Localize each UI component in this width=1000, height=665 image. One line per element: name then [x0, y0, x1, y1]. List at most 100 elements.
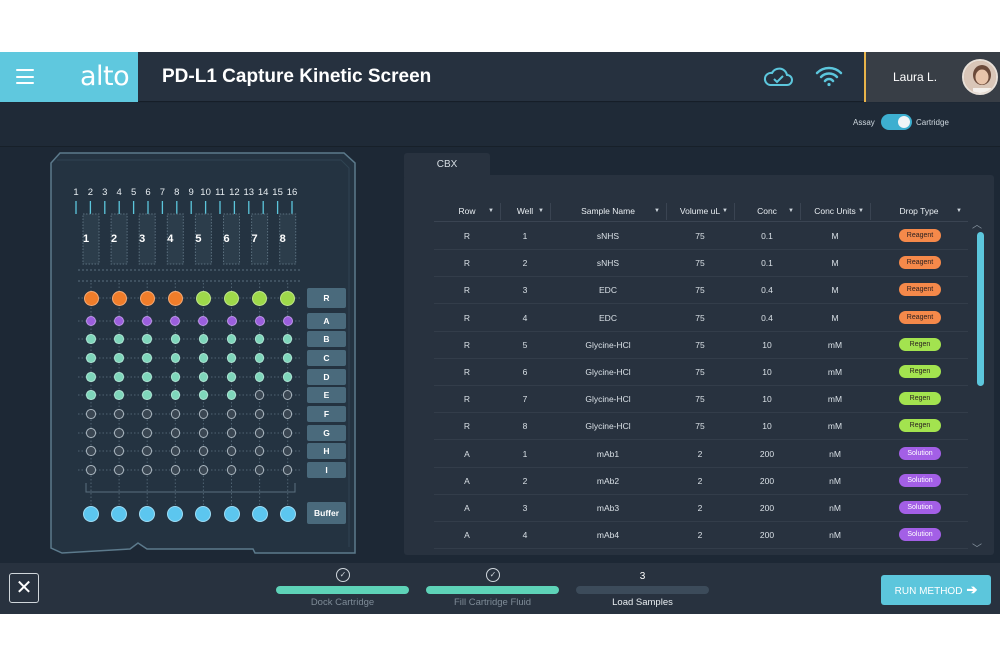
- table-cell: 2: [697, 503, 703, 513]
- drop-type-badge: Solution: [899, 528, 941, 542]
- table-cell: R: [463, 367, 471, 377]
- step-progress-bar[interactable]: [426, 586, 559, 594]
- column-header-well[interactable]: Well ▼: [500, 201, 550, 222]
- tab-cbx[interactable]: CBX: [404, 153, 490, 177]
- column-separator: [800, 203, 801, 220]
- table-cell: Glycine-HCl: [585, 394, 631, 405]
- column-header-volume-ul[interactable]: Volume uL ▼: [666, 201, 734, 222]
- column-header-label: Row: [458, 206, 476, 216]
- column-separator: [500, 203, 501, 220]
- table-cell: 2: [522, 258, 528, 269]
- cloud-sync-icon[interactable]: [762, 65, 794, 89]
- column-header-label: Conc Units: [814, 206, 856, 216]
- table-cell: 75: [695, 312, 705, 323]
- table-row[interactable]: A 3 mAb3 2 200 nM Solution: [434, 495, 968, 522]
- sort-caret-icon[interactable]: ▼: [788, 208, 794, 214]
- sort-caret-icon[interactable]: ▼: [538, 208, 544, 214]
- column-header-label: Volume uL: [679, 206, 721, 216]
- table-cell: Glycine-HCl: [585, 339, 631, 350]
- table-cell: R: [463, 312, 471, 323]
- column-header-conc-units[interactable]: Conc Units ▼: [800, 201, 870, 222]
- column-header-sample-name[interactable]: Sample Name ▼: [550, 201, 666, 222]
- table-cell: 1: [522, 231, 528, 241]
- step-progress-bar[interactable]: [576, 586, 709, 594]
- table-cell: mAb2: [596, 475, 620, 486]
- table-cell: A: [464, 503, 470, 513]
- table-cell: 75: [695, 394, 705, 405]
- table-cell: 4: [522, 312, 528, 323]
- drop-type-badge: Reagent: [899, 310, 941, 324]
- table-cell: 0.4: [761, 312, 773, 323]
- table-row[interactable]: R 8 Glycine-HCl 75 10 mM Regen: [434, 413, 968, 441]
- drop-type-badge: Regen: [899, 365, 941, 378]
- table-cell: 0.1: [761, 231, 773, 241]
- sort-caret-icon[interactable]: ▼: [722, 208, 728, 214]
- table-row[interactable]: R 1 sNHS 75 0.1 M Reagent: [434, 223, 968, 250]
- scroll-down-icon[interactable]: ﹀: [972, 544, 982, 555]
- top-bar: alto PD-L1 Capture Kinetic Screen Laura …: [0, 52, 1000, 102]
- run-method-label: RUN METHOD: [894, 586, 963, 597]
- table-cell: 7: [522, 394, 528, 405]
- sort-caret-icon[interactable]: ▼: [654, 208, 660, 214]
- table-cell: 0.1: [761, 258, 773, 269]
- drop-type-badge: Reagent: [899, 256, 941, 270]
- table-row[interactable]: A 2 mAb2 2 200 nM Solution: [434, 468, 968, 495]
- sort-caret-icon[interactable]: ▼: [858, 208, 864, 214]
- scroll-up-icon[interactable]: ︿: [972, 220, 982, 231]
- table-row[interactable]: A 1 mAb1 2 200 nM Solution: [434, 441, 968, 468]
- step-complete-check-icon: ✓: [336, 568, 350, 582]
- table-row[interactable]: R 3 EDC 75 0.4 M Reagent: [434, 277, 968, 305]
- table-cell: 75: [695, 231, 705, 241]
- table-cell: 200: [759, 530, 775, 541]
- table-cell: 75: [695, 258, 705, 269]
- table-cell: mM: [827, 339, 843, 350]
- user-menu[interactable]: Laura L.: [864, 52, 1000, 102]
- column-separator: [870, 203, 871, 220]
- run-method-button[interactable]: RUN METHOD ➔: [881, 575, 991, 605]
- column-header-row[interactable]: Row ▼: [434, 201, 500, 222]
- table-cell: R: [463, 285, 471, 296]
- table-cell: 2: [697, 530, 703, 541]
- close-button[interactable]: ✕: [9, 573, 39, 603]
- table-row[interactable]: R 5 Glycine-HCl 75 10 mM Regen: [434, 332, 968, 359]
- drop-type-badge: Solution: [899, 446, 941, 460]
- column-header-drop-type[interactable]: Drop Type ▼: [870, 201, 968, 222]
- table-cell: 10: [762, 339, 772, 350]
- sort-caret-icon[interactable]: ▼: [488, 208, 494, 214]
- table-cell: 75: [695, 285, 705, 296]
- table-row[interactable]: R 2 sNHS 75 0.1 M Reagent: [434, 250, 968, 278]
- table-cell: mM: [827, 421, 843, 432]
- step-progress-bar[interactable]: [276, 586, 409, 594]
- table-cell: 10: [762, 367, 772, 377]
- page-title: PD-L1 Capture Kinetic Screen: [162, 66, 432, 87]
- table-scrollbar[interactable]: [977, 232, 984, 386]
- drop-type-badge: Solution: [899, 473, 941, 487]
- toggle-label-cartridge: Cartridge: [916, 118, 949, 127]
- column-header-conc[interactable]: Conc ▼: [734, 201, 800, 222]
- sort-caret-icon[interactable]: ▼: [956, 208, 962, 214]
- arrow-right-icon: ➔: [966, 582, 978, 597]
- table-row[interactable]: R 6 Glycine-HCl 75 10 mM Regen: [434, 359, 968, 386]
- table-cell: 75: [695, 339, 705, 350]
- hamburger-menu-icon[interactable]: [16, 69, 34, 84]
- table-cell: 2: [522, 475, 528, 486]
- table-cell: sNHS: [596, 231, 620, 241]
- table-cell: M: [831, 312, 839, 323]
- column-separator: [550, 203, 551, 220]
- step-label: Dock Cartridge: [310, 597, 375, 608]
- table-cell: Glycine-HCl: [585, 421, 631, 432]
- wifi-icon[interactable]: [815, 65, 843, 87]
- table-row[interactable]: R 7 Glycine-HCl 75 10 mM Regen: [434, 386, 968, 414]
- assay-cartridge-toggle[interactable]: [881, 114, 912, 130]
- drop-type-badge: Solution: [899, 501, 941, 514]
- user-avatar[interactable]: [962, 59, 998, 95]
- table-cell: 75: [695, 421, 705, 432]
- table-cell: nM: [829, 448, 841, 459]
- sample-table-panel: [404, 175, 994, 555]
- drop-type-badge: Regen: [899, 337, 941, 351]
- table-cell: A: [464, 530, 470, 541]
- table-cell: 0.4: [761, 285, 773, 296]
- table-cell: 4: [522, 530, 528, 541]
- table-row[interactable]: A 4 mAb4 2 200 nM Solution: [434, 522, 968, 550]
- table-row[interactable]: R 4 EDC 75 0.4 M Reagent: [434, 305, 968, 332]
